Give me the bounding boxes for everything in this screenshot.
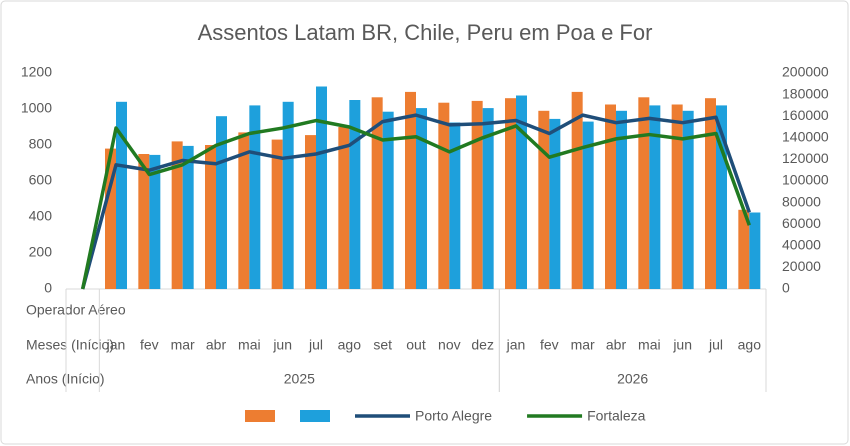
bar bbox=[371, 97, 383, 289]
bar bbox=[516, 95, 527, 289]
y2-tick-label: 60000 bbox=[782, 215, 821, 231]
y2-tick-label: 120000 bbox=[782, 150, 829, 166]
x-tick-label: out bbox=[406, 337, 426, 353]
field-label: Operador Aéreo bbox=[26, 302, 126, 318]
bar bbox=[405, 91, 416, 290]
x-tick-label: mar bbox=[171, 337, 195, 353]
x-tick-label: ago bbox=[738, 337, 762, 353]
bar bbox=[116, 101, 127, 289]
bar bbox=[649, 105, 661, 290]
y2-tick-label: 180000 bbox=[782, 85, 829, 101]
y-tick-label: 400 bbox=[29, 208, 53, 224]
bar bbox=[182, 145, 194, 289]
y-tick-label: 1200 bbox=[21, 64, 52, 80]
bar bbox=[682, 110, 694, 289]
y2-tick-label: 40000 bbox=[782, 237, 821, 253]
x-tick-label: jul bbox=[708, 337, 723, 353]
x-tick-label: mar bbox=[571, 337, 595, 353]
field-label: Meses (Início) bbox=[26, 337, 114, 353]
bar bbox=[249, 105, 261, 290]
bar bbox=[616, 110, 627, 289]
bar bbox=[238, 132, 250, 289]
y2-tick-label: 140000 bbox=[782, 129, 829, 145]
bar bbox=[549, 118, 561, 290]
bar bbox=[582, 121, 594, 289]
bar bbox=[382, 111, 394, 289]
y2-tick-label: 20000 bbox=[782, 258, 821, 274]
y-tick-label: 1000 bbox=[21, 100, 52, 116]
y-tick-label: 600 bbox=[29, 172, 53, 188]
bar bbox=[471, 100, 483, 290]
x-tick-label: mai bbox=[638, 337, 661, 353]
x-tick-label: jun bbox=[272, 337, 292, 353]
y-tick-label: 800 bbox=[29, 136, 53, 152]
legend-swatch bbox=[300, 410, 330, 422]
bar bbox=[716, 105, 727, 290]
year-label: 2026 bbox=[617, 371, 648, 387]
bar bbox=[671, 104, 683, 289]
bar bbox=[138, 154, 150, 289]
bar bbox=[505, 98, 516, 289]
x-tick-label: jul bbox=[308, 337, 323, 353]
y2-tick-label: 80000 bbox=[782, 193, 821, 209]
bar bbox=[738, 209, 750, 289]
bar bbox=[416, 108, 427, 289]
bar bbox=[438, 102, 450, 289]
field-label: Anos (Início) bbox=[26, 371, 105, 387]
x-tick-label: nov bbox=[438, 337, 461, 353]
legend-label: Fortaleza bbox=[587, 408, 646, 424]
bar bbox=[571, 91, 583, 290]
bar bbox=[449, 122, 461, 289]
bar bbox=[605, 104, 616, 289]
bar bbox=[271, 139, 283, 289]
y-tick-label: 0 bbox=[44, 280, 52, 296]
x-tick-label: jan bbox=[106, 337, 126, 353]
bar bbox=[316, 86, 327, 289]
year-label: 2025 bbox=[284, 371, 315, 387]
y2-tick-label: 0 bbox=[782, 280, 790, 296]
bar bbox=[305, 135, 316, 289]
x-tick-label: abr bbox=[206, 337, 227, 353]
x-tick-label: jun bbox=[672, 337, 692, 353]
legend-label: Porto Alegre bbox=[415, 408, 492, 424]
chart-title: Assentos Latam BR, Chile, Peru em Poa e … bbox=[198, 20, 653, 45]
line bbox=[80, 118, 751, 290]
x-tick-label: set bbox=[373, 337, 392, 353]
bar bbox=[205, 145, 216, 289]
bar bbox=[349, 100, 361, 289]
bar bbox=[105, 148, 116, 289]
bar bbox=[149, 154, 161, 289]
y-tick-label: 200 bbox=[29, 244, 53, 260]
bar bbox=[216, 116, 227, 289]
x-tick-label: fev bbox=[540, 337, 559, 353]
bar bbox=[482, 108, 494, 289]
bar bbox=[282, 101, 294, 289]
x-tick-label: abr bbox=[606, 337, 627, 353]
x-tick-label: jan bbox=[506, 337, 526, 353]
legend-swatch bbox=[245, 410, 275, 422]
bar bbox=[171, 141, 183, 289]
x-tick-label: fev bbox=[140, 337, 159, 353]
y2-tick-label: 160000 bbox=[782, 107, 829, 123]
y2-tick-label: 200000 bbox=[782, 64, 829, 80]
x-tick-label: mai bbox=[238, 337, 261, 353]
bar bbox=[538, 110, 550, 289]
x-tick-label: ago bbox=[338, 337, 362, 353]
x-tick-label: dez bbox=[471, 337, 494, 353]
bar bbox=[749, 212, 761, 289]
line bbox=[80, 113, 751, 290]
bar bbox=[638, 97, 650, 289]
bar bbox=[338, 127, 350, 289]
bar bbox=[705, 98, 716, 289]
y2-tick-label: 100000 bbox=[782, 172, 829, 188]
